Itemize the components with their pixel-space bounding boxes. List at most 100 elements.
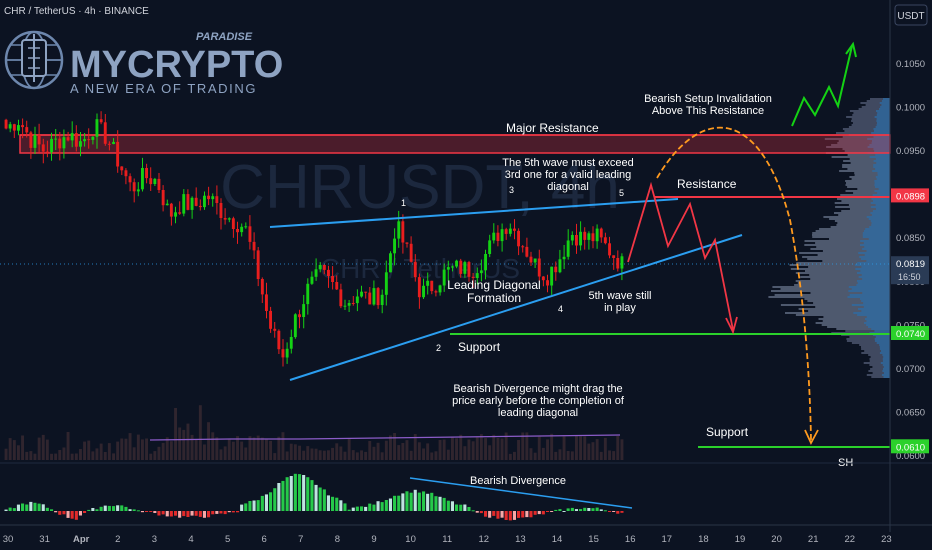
volume-profile-bin-value	[868, 238, 890, 240]
price-tag	[891, 326, 929, 340]
macd-bar	[273, 488, 277, 511]
macd-bar	[413, 489, 417, 511]
volume-bar	[488, 445, 492, 460]
bar-countdown: 16:50	[898, 272, 921, 282]
macd-bar	[289, 476, 293, 511]
macd-bar	[128, 509, 132, 511]
macd-bar	[529, 511, 533, 518]
macd-bar	[182, 511, 186, 517]
volume-bar	[203, 444, 206, 460]
macd-bar	[190, 511, 194, 516]
candle-body	[492, 232, 496, 241]
volume-profile-bin-value	[880, 362, 890, 364]
volume-profile-bin-value	[875, 168, 890, 170]
candle-body	[66, 137, 70, 141]
volume-profile-bin-value	[879, 108, 890, 110]
volume-profile-bin-value	[854, 264, 890, 266]
volume-bar	[360, 450, 363, 460]
volume-profile-bin	[872, 372, 890, 374]
bullish-arrowhead	[845, 41, 857, 58]
macd-bar	[388, 498, 392, 511]
macd-bar	[103, 505, 107, 511]
volume-profile-bin-value	[867, 138, 890, 140]
candle-body	[273, 328, 277, 331]
volume-profile-bin	[842, 136, 890, 138]
candle-body	[70, 133, 74, 141]
volume-profile-bin-value	[883, 372, 890, 374]
volume-profile-bin-value	[875, 158, 890, 160]
volume-profile-bin-value	[874, 116, 890, 118]
volume-profile-bin-value	[871, 222, 890, 224]
volume-bar	[603, 437, 607, 460]
volume-profile-bin-value	[877, 192, 890, 194]
volume-profile-bin	[808, 310, 890, 312]
volume-profile-bin	[846, 340, 890, 342]
candle-body	[227, 218, 231, 220]
volume-profile-bin	[861, 106, 890, 108]
volume-bar	[157, 446, 161, 460]
currency-button[interactable]	[894, 4, 928, 26]
volume-bar	[153, 451, 157, 460]
chart-annotation: 5th wave still in play	[589, 290, 652, 314]
candle-body	[575, 235, 578, 246]
macd-bar	[281, 480, 285, 511]
volume-bar	[244, 447, 248, 460]
volume-profile-bin-value	[870, 212, 890, 214]
diagonal-lower-trendline	[289, 234, 743, 381]
volume-profile-bin-value	[869, 144, 890, 146]
volume-ma-line	[149, 434, 621, 441]
time-axis[interactable]: 30 31 Apr 2 3 4 5 6 7 8 9 10 11 12 13 14 15 16 17 18 19 20 21 2…	[3, 534, 892, 545]
volume-profile-bin-value	[869, 226, 890, 228]
volume-profile-bin-value	[866, 324, 890, 326]
volume-profile-bin-value	[861, 258, 890, 260]
volume-profile-bin	[834, 212, 890, 214]
volume-profile-bin	[802, 256, 890, 258]
candle-body	[426, 280, 430, 286]
volume-profile-bin-value	[881, 100, 890, 102]
time-tick-label: 20	[771, 534, 782, 545]
candle-body	[500, 229, 504, 242]
macd-bar	[194, 511, 198, 516]
volume-profile-bin	[838, 214, 890, 216]
candle-body	[252, 241, 256, 251]
volume-bar	[149, 453, 153, 460]
volume-profile-bin-value	[876, 342, 890, 344]
candle-body	[438, 285, 442, 293]
candle-body	[157, 178, 161, 190]
projected-arrowhead-orange	[804, 429, 819, 446]
macd-bar	[41, 504, 45, 511]
volume-profile-bin-value	[853, 312, 890, 314]
volume-bar	[33, 453, 37, 460]
candle-body	[451, 266, 454, 268]
price-axis[interactable]: 0.10500.10000.09500.09000.08500.08000.07…	[891, 59, 929, 462]
volume-bar	[351, 450, 355, 460]
volume-bar	[575, 435, 578, 460]
volume-profile-bin-value	[849, 294, 890, 296]
volume-bar	[236, 436, 239, 460]
volume-profile-bin	[816, 246, 890, 248]
diagonal-upper-trendline	[269, 198, 679, 228]
candle-body	[149, 178, 153, 185]
volume-bar	[120, 438, 124, 460]
volume-profile-bin	[847, 154, 890, 156]
volume-bar	[269, 440, 272, 460]
volume-profile-bin	[810, 292, 890, 294]
volume-profile-bin-value	[857, 314, 890, 316]
volume-bar	[223, 446, 227, 460]
volume-bar	[165, 437, 169, 460]
volume-profile-bin	[865, 104, 890, 106]
volume-profile-bin	[797, 282, 890, 284]
candle-body	[417, 277, 421, 298]
chart-annotation: Bearish Divergence	[470, 475, 566, 487]
volume-profile-bin-value	[870, 206, 890, 208]
volume-bar	[529, 448, 533, 460]
macd-bar	[153, 511, 157, 513]
volume-profile-bin-value	[883, 366, 890, 368]
time-tick-label: 7	[298, 534, 303, 545]
candle-body	[620, 256, 624, 269]
macd-bar	[343, 503, 347, 511]
volume-bar	[252, 437, 256, 460]
volume-profile-bin	[810, 248, 890, 250]
candle-body	[174, 212, 177, 217]
